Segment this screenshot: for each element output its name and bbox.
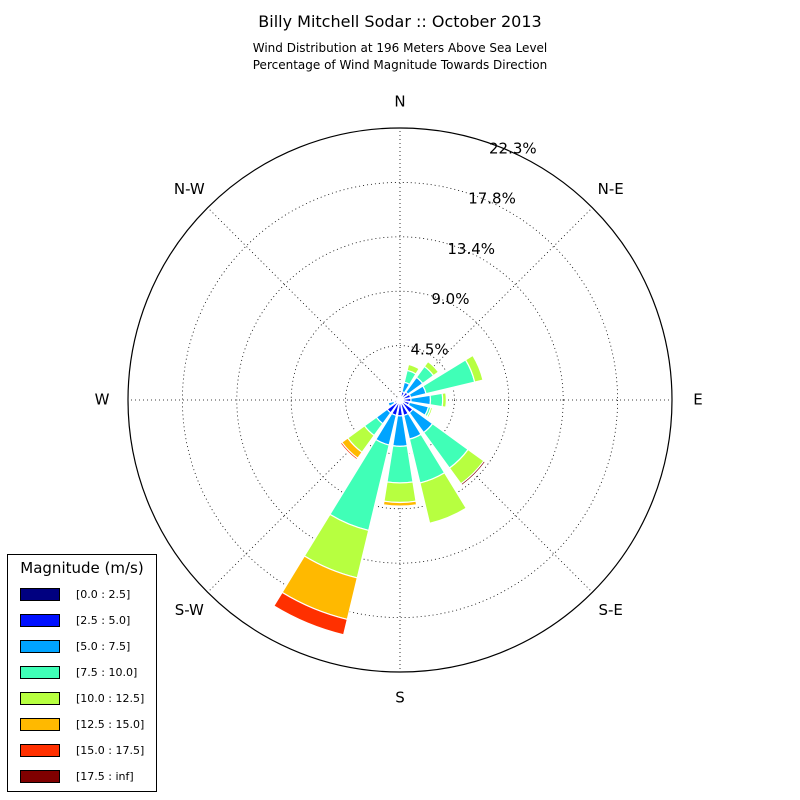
legend-title: Magnitude (m/s): [20, 559, 144, 577]
plot-outline: [127, 127, 673, 673]
legend-swatch: [20, 692, 60, 705]
legend-label: [10.0 : 12.5]: [76, 692, 145, 705]
compass-label: S: [395, 689, 405, 707]
wind-bar-segment: [272, 591, 349, 636]
legend-swatch: [20, 666, 60, 679]
polar-labels: 4.5% 9.0% 13.4% 17.8% 22.3% N N-E E S-E S S-W W N-W: [95, 93, 703, 707]
legend-label: [15.0 : 17.5]: [76, 744, 145, 757]
direction-grid-line: [207, 207, 401, 401]
legend-swatch: [20, 718, 60, 731]
wind-bar-segment: [441, 392, 447, 408]
radial-tick-label: 13.4%: [447, 240, 495, 258]
compass-label: S-W: [175, 601, 204, 619]
wind-bar-segment: [460, 460, 487, 487]
wind-bar-segment: [387, 400, 396, 408]
direction-grid-line: [399, 399, 593, 593]
polar-grid: [127, 127, 673, 673]
legend-swatch: [20, 614, 60, 627]
wind-bar-segment: [419, 471, 468, 525]
legend-swatch: [20, 640, 60, 653]
chart-subtitle-line-2: Percentage of Wind Magnitude Towards Dir…: [252, 58, 548, 72]
wind-bar-segment: [429, 392, 444, 408]
compass-label: N-W: [174, 180, 205, 198]
radial-tick-label: 9.0%: [431, 290, 469, 308]
legend-swatch: [20, 744, 60, 757]
compass-label: E: [693, 391, 702, 409]
radial-tick-label: 22.3%: [489, 139, 537, 157]
direction-grid-line: [207, 399, 401, 593]
legend-swatch: [20, 588, 60, 601]
wind-bar-segment: [339, 441, 359, 461]
radial-grid-circle: [345, 345, 455, 455]
chart-title: Billy Mitchell Sodar :: October 2013: [258, 12, 542, 31]
wind-bar-segment: [383, 481, 417, 504]
radial-tick-label: 17.8%: [468, 190, 516, 208]
chart-subtitle-line-1: Wind Distribution at 196 Meters Above Se…: [252, 41, 548, 55]
compass-label: N: [394, 93, 405, 111]
direction-grid-line: [399, 207, 593, 401]
compass-label: W: [95, 391, 110, 409]
legend-label: [0.0 : 2.5]: [76, 588, 131, 601]
wind-bar-segment: [398, 393, 402, 396]
legend-label: [2.5 : 5.0]: [76, 614, 131, 627]
compass-label: N-E: [598, 180, 624, 198]
legend-swatch: [20, 770, 60, 783]
wind-bar-segment: [382, 500, 418, 507]
windrose-bars: [272, 354, 487, 636]
wind-bar-segment: [464, 354, 484, 383]
compass-label: S-E: [599, 601, 623, 619]
legend: Magnitude (m/s) [0.0 : 2.5] [2.5 : 5.0] …: [7, 554, 157, 792]
radial-tick-label: 4.5%: [411, 340, 449, 358]
radial-grid-circle: [181, 181, 619, 619]
legend-label: [7.5 : 10.0]: [76, 666, 138, 679]
legend-label: [12.5 : 15.0]: [76, 718, 145, 731]
wind-bar-segment: [423, 360, 440, 377]
legend-label: [5.0 : 7.5]: [76, 640, 131, 653]
wind-bar-segment: [386, 445, 414, 484]
wind-bar-segment: [426, 406, 434, 419]
wind-bar-segment: [406, 363, 420, 375]
radial-grid-circle: [236, 236, 564, 564]
legend-label: [17.5 : inf]: [76, 770, 134, 783]
